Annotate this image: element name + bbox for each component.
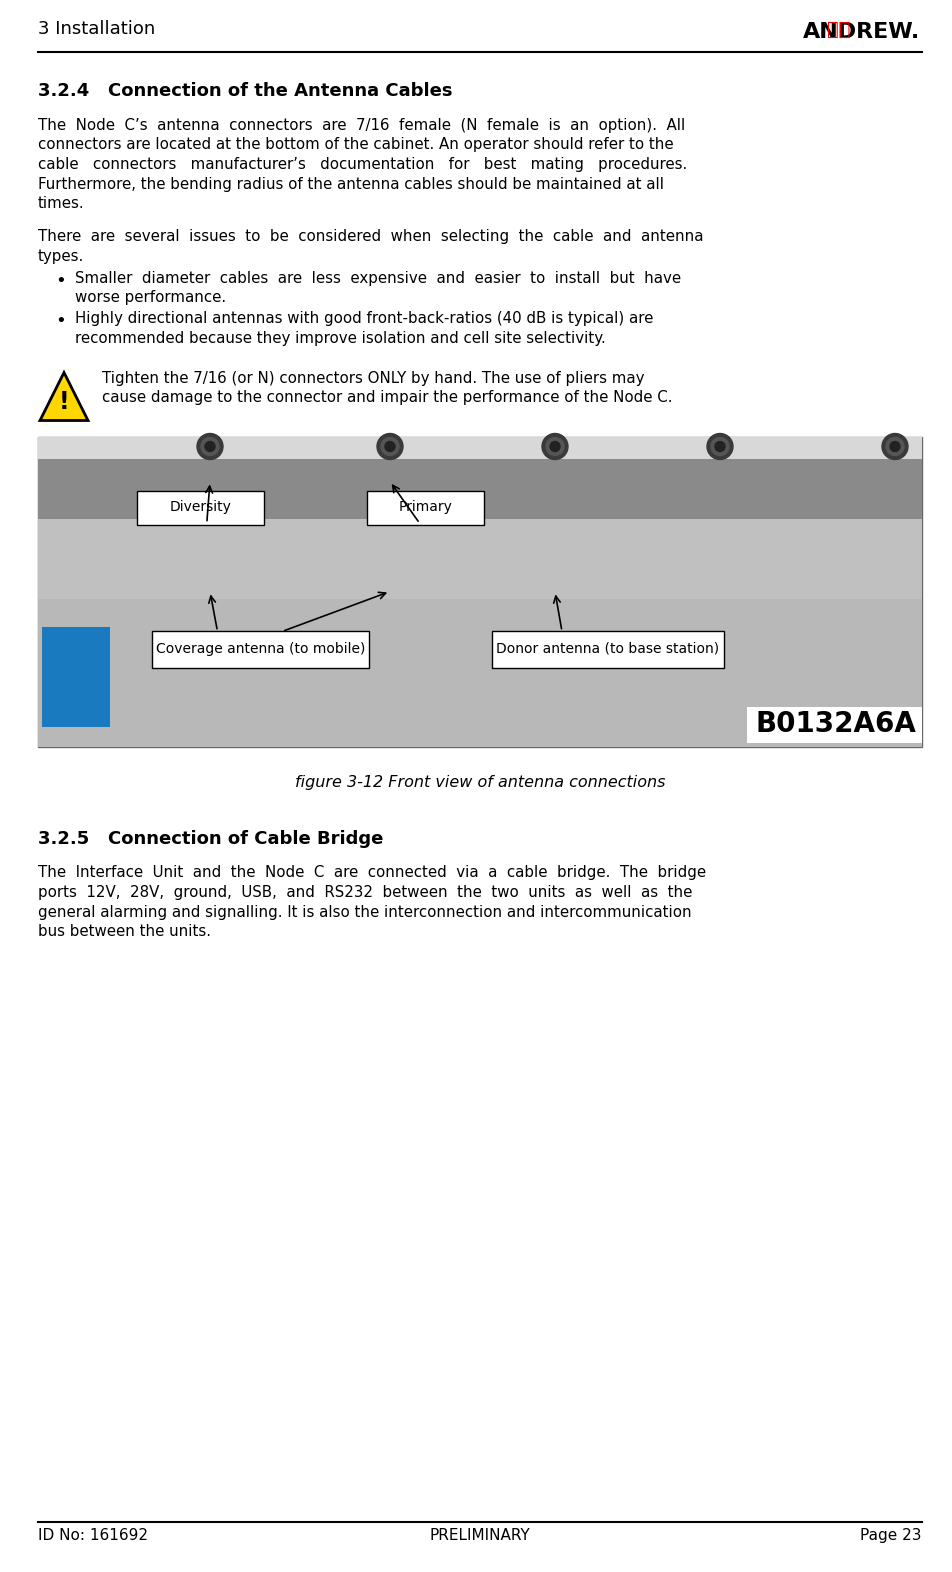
Text: times.: times. [38,196,85,211]
Circle shape [377,434,403,459]
Text: cable   connectors   manufacturer’s   documentation   for   best   mating   proc: cable connectors manufacturer’s document… [38,157,687,171]
Text: ANDREW.: ANDREW. [803,22,920,42]
Circle shape [197,434,223,459]
Text: 3.2.4   Connection of the Antenna Cables: 3.2.4 Connection of the Antenna Cables [38,82,452,101]
Bar [38,437,922,467]
Circle shape [715,442,725,451]
Text: •: • [55,313,66,330]
Text: connectors are located at the bottom of the cabinet. An operator should refer to: connectors are located at the bottom of … [38,137,674,152]
Text: worse performance.: worse performance. [75,289,227,305]
FancyBboxPatch shape [367,490,484,525]
Text: types.: types. [38,248,84,264]
Circle shape [542,434,568,459]
Circle shape [546,437,564,456]
Text: general alarming and signalling. It is also the interconnection and intercommuni: general alarming and signalling. It is a… [38,904,691,920]
Text: Primary: Primary [399,500,452,514]
Text: bus between the units.: bus between the units. [38,924,211,938]
Circle shape [381,437,399,456]
Bar [42,627,110,726]
FancyBboxPatch shape [137,490,264,525]
Circle shape [550,442,560,451]
Polygon shape [40,373,88,420]
Text: cause damage to the connector and impair the performance of the Node C.: cause damage to the connector and impair… [102,390,672,406]
Circle shape [890,442,900,451]
Text: •: • [55,272,66,289]
Text: The  Interface  Unit  and  the  Node  C  are  connected  via  a  cable  bridge. : The Interface Unit and the Node C are co… [38,866,706,880]
Text: Page 23: Page 23 [861,1528,922,1544]
Text: ID No: 161692: ID No: 161692 [38,1528,148,1544]
Text: Tighten the 7/16 (or N) connectors ONLY by hand. The use of pliers may: Tighten the 7/16 (or N) connectors ONLY … [102,371,645,385]
Text: Coverage antenna (to mobile): Coverage antenna (to mobile) [156,641,366,656]
Text: ⮨⮨: ⮨⮨ [827,20,850,39]
Text: PRELIMINARY: PRELIMINARY [429,1528,530,1544]
FancyBboxPatch shape [152,630,369,668]
Circle shape [205,442,215,451]
FancyBboxPatch shape [492,630,724,668]
Circle shape [886,437,904,456]
Text: Diversity: Diversity [169,500,231,514]
Text: The  Node  C’s  antenna  connectors  are  7/16  female  (N  female  is  an  opti: The Node C’s antenna connectors are 7/16… [38,118,685,134]
Text: Donor antenna (to base station): Donor antenna (to base station) [496,641,720,656]
Text: 3.2.5   Connection of Cable Bridge: 3.2.5 Connection of Cable Bridge [38,830,384,847]
Circle shape [201,437,219,456]
Bar [747,706,922,742]
Circle shape [385,442,395,451]
Circle shape [711,437,729,456]
Text: !: ! [59,390,69,415]
Text: Highly directional antennas with good front-back-ratios (40 dB is typical) are: Highly directional antennas with good fr… [75,311,653,327]
Bar [38,437,922,747]
Text: B0132A6A: B0132A6A [755,711,916,739]
Circle shape [707,434,733,459]
Text: figure 3-12 Front view of antenna connections: figure 3-12 Front view of antenna connec… [295,775,665,789]
Text: recommended because they improve isolation and cell site selectivity.: recommended because they improve isolati… [75,332,605,346]
Bar [38,519,922,599]
Bar [38,459,922,519]
Text: ports  12V,  28V,  ground,  USB,  and  RS232  between  the  two  units  as  well: ports 12V, 28V, ground, USB, and RS232 b… [38,885,692,901]
Text: There  are  several  issues  to  be  considered  when  selecting  the  cable  an: There are several issues to be considere… [38,230,704,245]
Text: 3 Installation: 3 Installation [38,20,155,38]
Text: Smaller  diameter  cables  are  less  expensive  and  easier  to  install  but  : Smaller diameter cables are less expensi… [75,270,681,286]
Text: Furthermore, the bending radius of the antenna cables should be maintained at al: Furthermore, the bending radius of the a… [38,176,664,192]
Bar [38,599,922,747]
Circle shape [882,434,908,459]
